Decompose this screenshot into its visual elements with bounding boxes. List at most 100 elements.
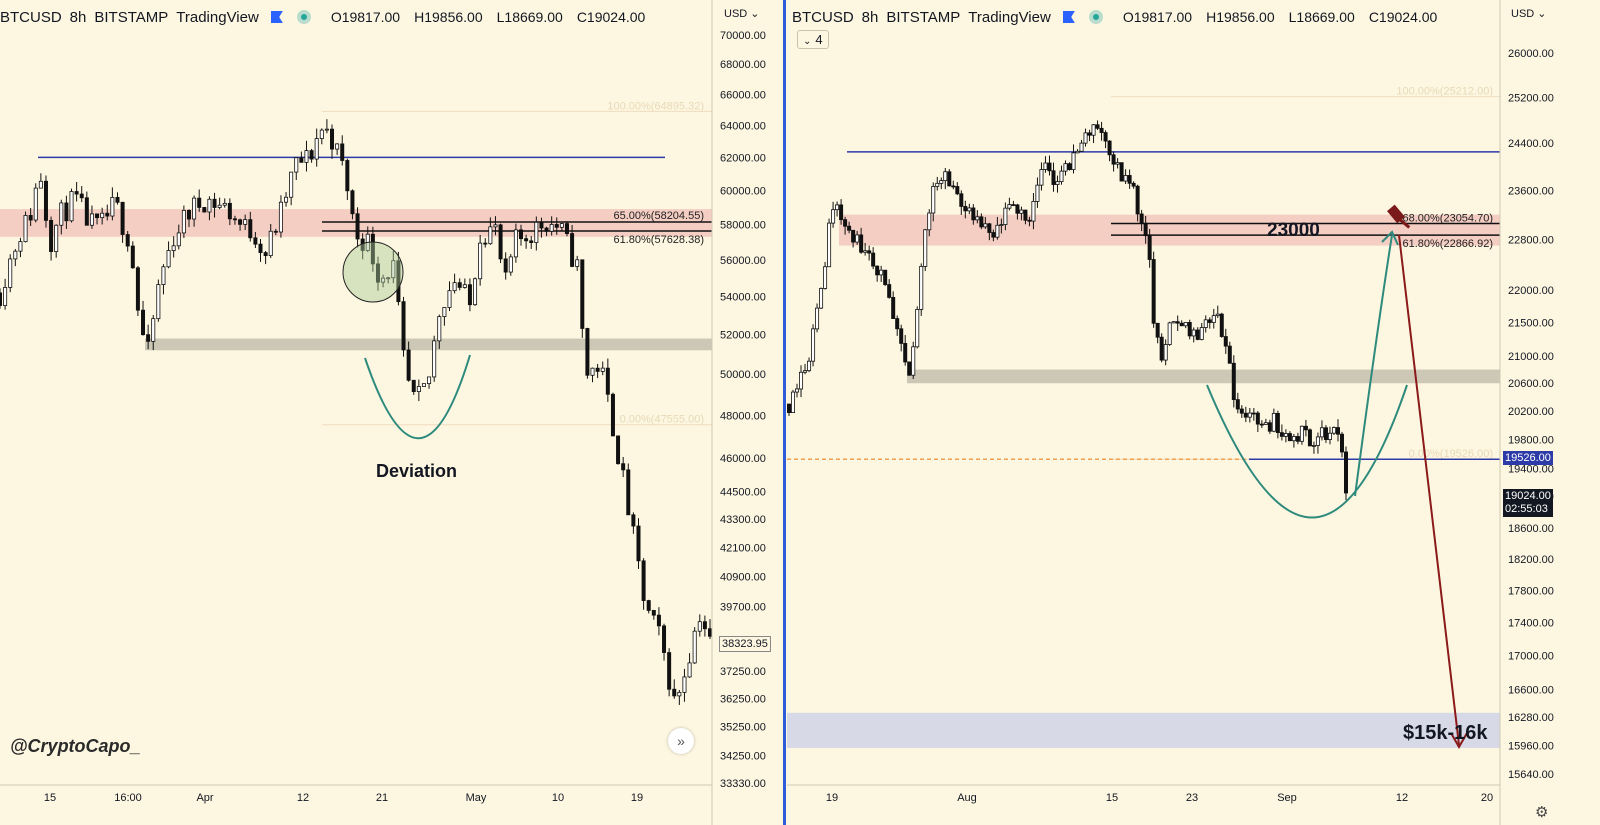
candle-body — [656, 614, 661, 627]
left-chart-svg[interactable]: 100.00%(64895.32) 65.00%(58204.55) 61.80%(… — [0, 0, 781, 825]
candle-body — [421, 383, 426, 387]
x-axis-tick-label: 16:00 — [114, 792, 142, 804]
right-chart-panel[interactable]: 100.00%(25212.00) 68.00%(23054.70) 61.80%(… — [787, 0, 1600, 825]
candle-body — [1179, 322, 1184, 327]
currency-selector[interactable]: USD ⌄ — [724, 8, 760, 20]
candle-body — [232, 218, 237, 221]
currency-selector[interactable]: USD ⌄ — [1511, 8, 1547, 20]
y-axis-tick-label: 24400.00 — [1508, 138, 1554, 150]
candle-body — [585, 328, 590, 376]
candle-body — [1259, 423, 1264, 426]
candle-body — [1215, 313, 1220, 317]
y-axis-tick-label: 19800.00 — [1508, 434, 1554, 446]
left-chart-panel[interactable]: 100.00%(64895.32) 65.00%(58204.55) 61.80%(… — [0, 0, 781, 825]
candle-body — [79, 193, 84, 199]
y-axis-tick-label: 34250.00 — [720, 751, 766, 763]
currency-label: USD — [1511, 8, 1535, 20]
market-status-icon[interactable] — [296, 10, 311, 24]
x-axis-tick-label: 21 — [376, 792, 388, 804]
candle-body — [156, 284, 161, 320]
ohlc-high: H19856.00 — [414, 9, 483, 25]
candle-body — [1135, 185, 1140, 215]
candle-body — [1019, 209, 1024, 214]
candle-body — [903, 343, 908, 363]
symbol-label[interactable]: BTCUSD — [0, 8, 62, 26]
candle-body — [1151, 259, 1156, 324]
flag-icon[interactable] — [1062, 11, 1075, 23]
candle-body — [687, 662, 692, 678]
candle-body — [1039, 169, 1044, 186]
candle-body — [146, 334, 151, 342]
flag-icon[interactable] — [270, 11, 283, 23]
candle-body — [1091, 124, 1096, 136]
candle-body — [831, 209, 836, 224]
interval-label[interactable]: 8h — [69, 8, 87, 26]
candle-body — [827, 222, 832, 268]
candle-body — [462, 284, 467, 288]
right-chart-svg[interactable]: 100.00%(25212.00) 68.00%(23054.70) 61.80%(… — [787, 0, 1600, 825]
candle-body — [600, 367, 605, 372]
candle-body — [995, 224, 1000, 238]
candle-body — [437, 316, 442, 342]
x-axis-tick-label: May — [466, 792, 487, 804]
candle-body — [309, 150, 314, 160]
candle-body — [1219, 313, 1224, 337]
y-axis-tick-label: 18200.00 — [1508, 554, 1554, 566]
candle-body — [141, 309, 146, 336]
candle-body — [84, 197, 89, 226]
y-axis-tick-label: 17000.00 — [1508, 651, 1554, 663]
candle-body — [43, 180, 48, 221]
candle-body — [1287, 433, 1292, 442]
candle-body — [795, 388, 800, 393]
indicators-toggle[interactable]: ⌄ 4 — [797, 30, 829, 49]
candle-body — [1071, 152, 1076, 170]
candle-body — [1031, 201, 1036, 222]
candle-body — [1079, 142, 1084, 152]
candle-body — [294, 157, 299, 173]
candle-body — [1175, 321, 1180, 324]
candle-body — [971, 207, 976, 221]
candle-body — [355, 213, 360, 240]
candle-body — [1171, 321, 1176, 324]
y-axis-tick-label: 16280.00 — [1508, 712, 1554, 724]
y-axis-tick-label: 42100.00 — [720, 543, 766, 555]
candle-body — [1243, 412, 1248, 418]
candle-body — [473, 278, 478, 306]
market-status-icon[interactable] — [1088, 10, 1103, 24]
gear-icon[interactable]: ⚙ — [1535, 804, 1549, 821]
candle-body — [120, 201, 125, 235]
candle-body — [375, 263, 380, 283]
candle-body — [1339, 433, 1344, 453]
zone-band — [907, 369, 1500, 384]
currency-label: USD — [724, 8, 748, 20]
candle-body — [1183, 322, 1188, 327]
projection-up-line — [1354, 234, 1393, 497]
candle-body — [8, 258, 13, 288]
panel-divider[interactable] — [781, 0, 787, 825]
double-chevron-right-icon[interactable]: » — [668, 728, 694, 754]
candle-body — [610, 393, 615, 437]
y-axis-tick-label: 35250.00 — [720, 722, 766, 734]
candle-body — [467, 284, 472, 306]
x-axis-tick-label: 12 — [1396, 792, 1408, 804]
candle-body — [95, 213, 100, 219]
gavel-handle — [1396, 216, 1411, 229]
y-axis-tick-label: 25200.00 — [1508, 92, 1554, 104]
candle-body — [979, 216, 984, 228]
candle-body — [284, 196, 289, 203]
candle-body — [871, 252, 876, 267]
y-axis-tick-label: 21000.00 — [1508, 351, 1554, 363]
candle-body — [667, 652, 672, 690]
candle-body — [452, 282, 457, 292]
interval-label[interactable]: 8h — [861, 8, 879, 26]
projection-down-line — [1398, 234, 1460, 746]
candle-body — [0, 292, 3, 306]
symbol-label[interactable]: BTCUSD — [792, 8, 854, 26]
candle-body — [1231, 362, 1236, 401]
y-axis-tick-label: 44500.00 — [720, 487, 766, 499]
candle-body — [243, 219, 248, 225]
candle-body — [1331, 427, 1336, 434]
zone-band — [787, 712, 1500, 748]
candle-body — [590, 367, 595, 376]
candle-body — [636, 525, 641, 562]
